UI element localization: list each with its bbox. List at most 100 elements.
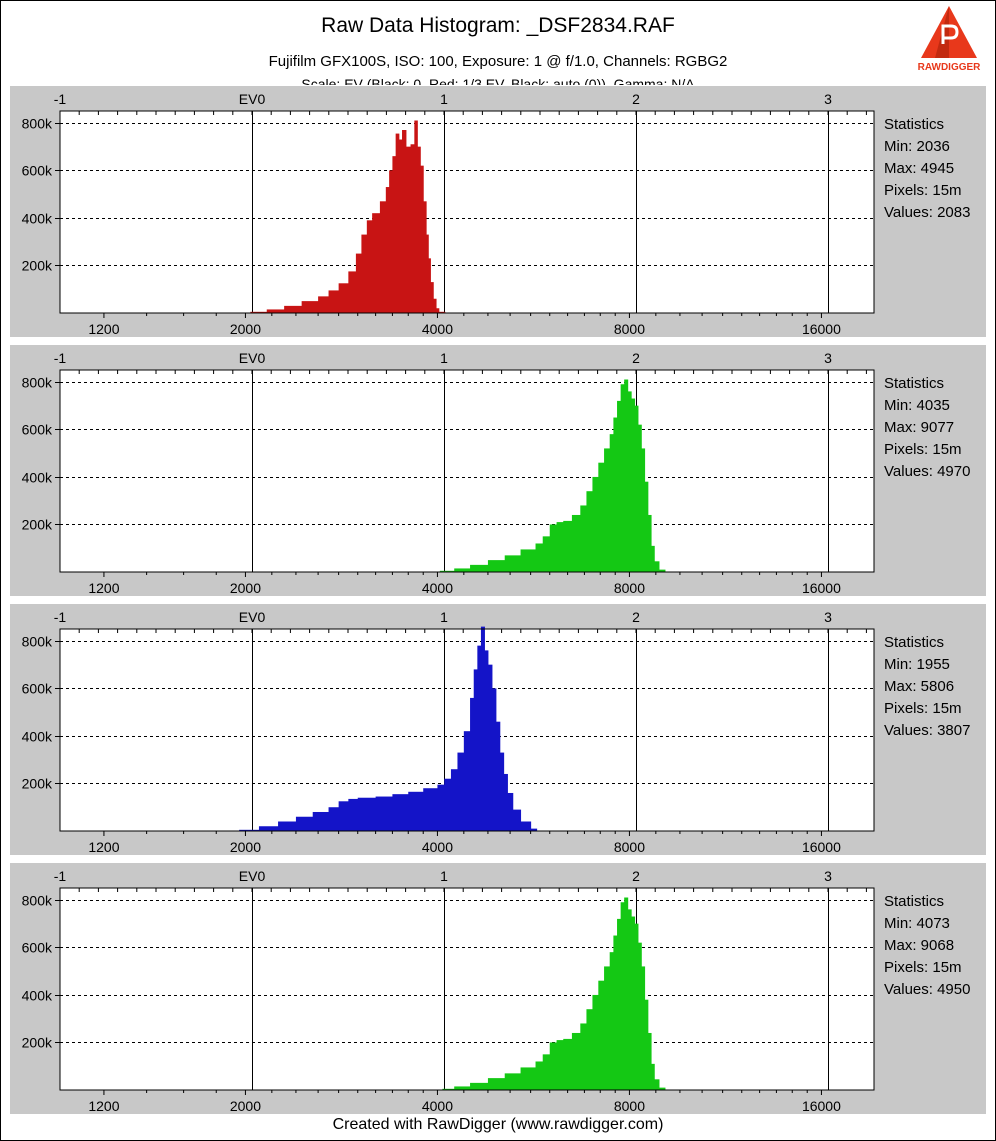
ytick-label: 600k: [22, 422, 53, 438]
stats-pixels: Pixels: 15m: [884, 441, 962, 458]
histogram-bar: [637, 424, 642, 572]
stats-values: Values: 3807: [884, 722, 971, 739]
histogram-bar: [647, 1032, 652, 1090]
ytick-label: 400k: [22, 729, 53, 745]
histogram-bar: [627, 909, 632, 1090]
histogram-bar: [620, 902, 625, 1090]
xtick-label: 1200: [88, 1098, 119, 1114]
histogram-bar: [495, 721, 501, 831]
histogram-bar: [641, 448, 646, 572]
histogram-bar: [454, 1086, 471, 1090]
stats-max: Max: 4945: [884, 160, 955, 177]
chart-subtitle-clipped: Scale: EV (Black: 0, Red: 1/3 EV, Black:…: [301, 76, 695, 85]
plot-border: [59, 369, 875, 573]
ev-tick-label: 1: [440, 350, 448, 366]
ev-tick-label: 3: [824, 609, 832, 625]
histogram-bar: [542, 1054, 551, 1090]
histogram-bar: [426, 234, 429, 313]
stats-red: Statistics Min: 2036 Max: 4945 Pixels: 1…: [884, 114, 970, 224]
ytick-label: 600k: [22, 163, 53, 179]
histogram-bar: [487, 1078, 506, 1090]
histogram-bar: [392, 156, 397, 313]
histogram-bar: [634, 923, 639, 1090]
xtick-label: 16000: [802, 321, 841, 337]
histogram-bar: [389, 170, 393, 313]
histogram-bar: [644, 999, 649, 1090]
stats-max: Max: 5806: [884, 678, 955, 695]
histogram-bar: [355, 253, 362, 313]
ytick-label: 400k: [22, 988, 53, 1004]
histogram-bar: [507, 792, 514, 831]
stats-min: Min: 4073: [884, 915, 950, 932]
histogram-bar: [647, 514, 652, 572]
histogram-bar: [609, 952, 614, 1090]
xtick-label: 1200: [88, 321, 119, 337]
histogram-bar: [535, 1061, 544, 1090]
histogram-bar: [520, 821, 532, 831]
xtick-label: 2000: [230, 580, 261, 596]
histogram-bar: [556, 522, 564, 572]
ev-tick-label: -1: [54, 609, 67, 625]
histogram-bar: [433, 298, 437, 313]
ev-tick-label: -1: [54, 350, 67, 366]
ev-tick-label: 1: [440, 91, 448, 107]
histogram-bar: [499, 752, 505, 831]
histogram-bar: [631, 398, 636, 572]
ytick-label: 600k: [22, 681, 53, 697]
xtick-label: 2000: [230, 839, 261, 855]
xtick-label: 16000: [802, 580, 841, 596]
histogram-bar: [542, 536, 551, 572]
ytick-label: 200k: [22, 776, 53, 792]
histogram-bar: [520, 549, 537, 572]
stats-label: Statistics: [884, 375, 945, 392]
histogram-bar: [439, 570, 455, 572]
ev-tick-label: -1: [54, 91, 67, 107]
histogram-bar: [405, 146, 412, 313]
ytick-label: 200k: [22, 517, 53, 533]
histogram-bar: [530, 828, 538, 831]
histogram-bar: [480, 626, 485, 831]
xtick-label: 4000: [422, 839, 453, 855]
histogram-bar: [372, 213, 381, 313]
histogram-chart-green: 200k 400k 600k 800k-1 EV0 1 2 3 1200 2000 4000 8000…: [22, 350, 875, 596]
ev-tick-label: -1: [54, 868, 67, 884]
histogram-bar: [604, 448, 611, 572]
histogram-bar: [414, 120, 418, 313]
histogram-bar: [318, 296, 330, 313]
rawdigger-logo: RAWDIGGER: [913, 4, 985, 74]
histogram-bar: [470, 564, 489, 572]
histogram-bar: [420, 165, 424, 313]
ytick-label: 800k: [22, 893, 53, 909]
stats-values: Values: 2083: [884, 204, 971, 221]
histogram-bar: [423, 201, 427, 313]
histogram-bar: [624, 897, 629, 1090]
stats-green: Statistics Min: 4035 Max: 9077 Pixels: 1…: [884, 373, 970, 483]
stats-pixels: Pixels: 15m: [884, 959, 962, 976]
histogram-bar: [598, 980, 605, 1090]
stats-label: Statistics: [884, 116, 945, 133]
plot-border: [59, 110, 875, 314]
histogram-bar: [328, 290, 340, 313]
xtick-label: 2000: [230, 1098, 261, 1114]
histogram-bar: [430, 282, 434, 313]
histogram-bar: [348, 798, 359, 831]
histogram-bar: [512, 809, 522, 831]
histogram-bar: [392, 794, 409, 831]
footer-credit: Created with RawDigger (www.rawdigger.co…: [332, 1116, 664, 1133]
xtick-label: 4000: [422, 1098, 453, 1114]
ytick-label: 800k: [22, 375, 53, 391]
stats-green2: Statistics Min: 4073 Max: 9068 Pixels: 1…: [884, 891, 970, 1001]
histogram-bar: [654, 1079, 660, 1090]
ytick-label: 800k: [22, 634, 53, 650]
plot-area: [59, 887, 875, 1091]
stats-max: Max: 9077: [884, 419, 955, 436]
histogram-bar: [423, 788, 438, 831]
histogram-bar: [634, 405, 639, 572]
ytick-label: 200k: [22, 258, 53, 274]
histogram-bar: [457, 752, 465, 831]
xtick-label: 8000: [614, 1098, 645, 1114]
histogram-panel-green: 200k 400k 600k 800k -1 EV0 1 2 3 1200 2000 4000 8000…: [10, 345, 986, 596]
histogram-bar: [637, 942, 642, 1090]
histogram-bar: [563, 520, 573, 572]
histogram-bar: [295, 816, 314, 831]
